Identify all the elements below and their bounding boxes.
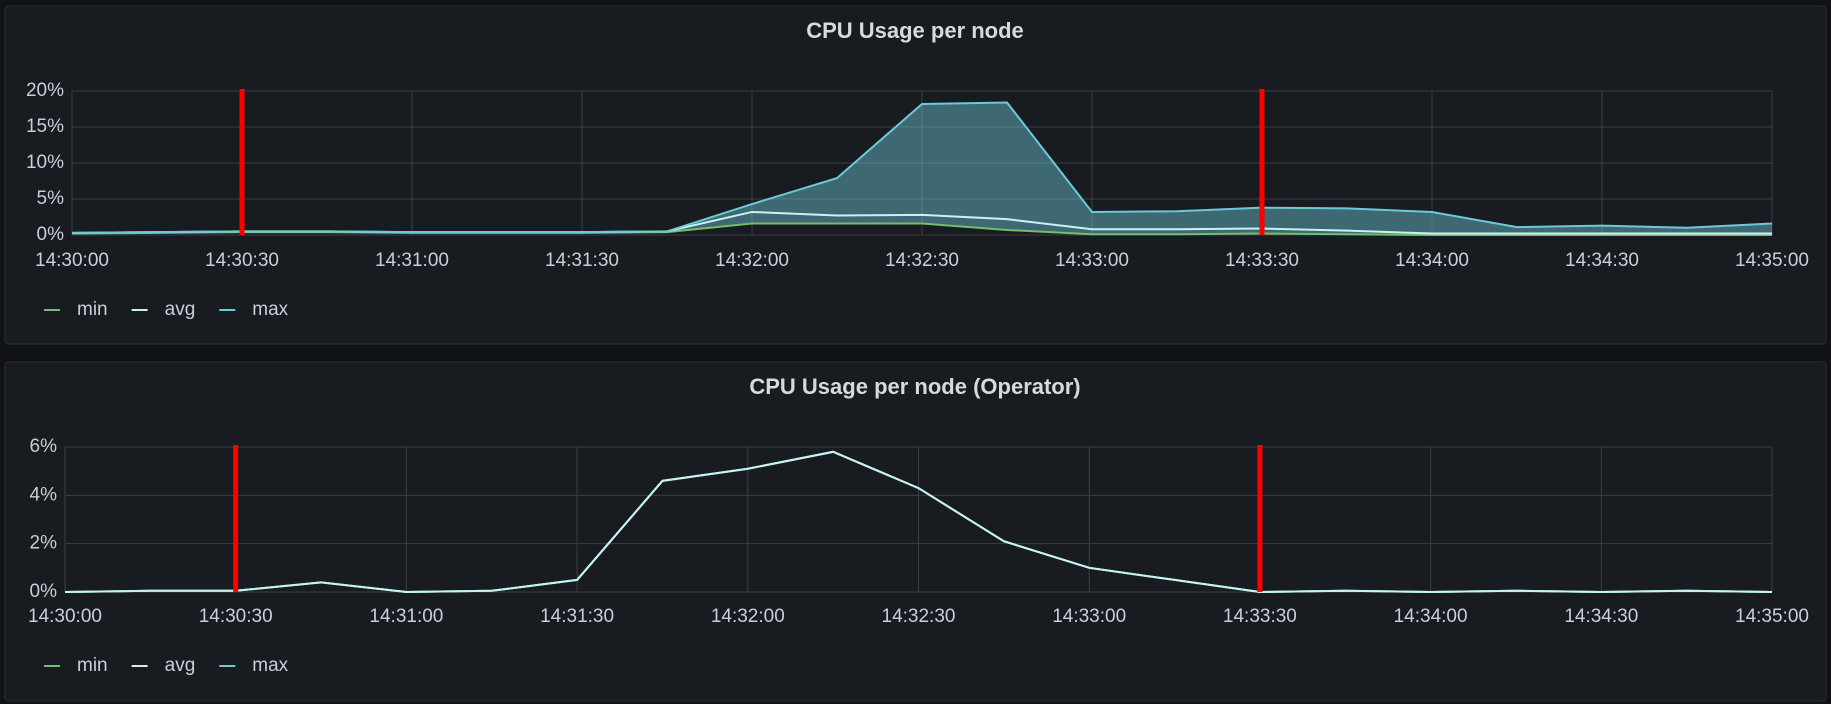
y-tick-label: 15%	[26, 116, 64, 137]
x-tick-label: 14:32:30	[885, 250, 959, 271]
x-tick-label: 14:34:30	[1565, 250, 1639, 271]
panel-title: CPU Usage per node	[806, 18, 1024, 43]
series-line	[71, 101, 1773, 234]
y-tick-label: 6%	[30, 436, 58, 457]
y-tick-label: 2%	[30, 533, 58, 554]
y-tick-label: 10%	[26, 152, 64, 173]
x-tick-label: 14:31:30	[545, 250, 619, 271]
x-tick-label: 14:30:00	[28, 606, 102, 627]
y-tick-label: 4%	[30, 484, 58, 505]
band-fill	[72, 102, 1772, 236]
legend-label: min	[77, 655, 108, 676]
x-tick-label: 14:30:30	[199, 606, 273, 627]
series-line	[64, 450, 1773, 594]
panel-title: CPU Usage per node (Operator)	[749, 374, 1080, 399]
x-tick-label: 14:33:00	[1055, 250, 1129, 271]
y-tick-label: 0%	[37, 224, 65, 245]
legend-label: min	[77, 299, 108, 320]
legend-label: max	[252, 655, 288, 676]
x-tick-label: 14:34:00	[1394, 606, 1468, 627]
x-tick-label: 14:33:30	[1223, 606, 1297, 627]
x-tick-label: 14:32:00	[715, 250, 789, 271]
x-tick-label: 14:32:30	[882, 606, 956, 627]
x-tick-label: 14:31:00	[375, 250, 449, 271]
legend-label: max	[252, 299, 288, 320]
x-tick-label: 14:31:00	[369, 606, 443, 627]
x-tick-label: 14:34:30	[1564, 606, 1638, 627]
x-tick-label: 14:30:30	[205, 250, 279, 271]
x-tick-label: 14:33:00	[1052, 606, 1126, 627]
y-tick-label: 20%	[26, 80, 64, 101]
y-tick-label: 0%	[30, 581, 58, 602]
legend-label: avg	[165, 299, 196, 320]
x-tick-label: 14:35:00	[1735, 606, 1809, 627]
x-tick-label: 14:31:30	[540, 606, 614, 627]
x-tick-label: 14:33:30	[1225, 250, 1299, 271]
x-tick-label: 14:30:00	[35, 250, 109, 271]
panel	[4, 361, 1827, 702]
x-tick-label: 14:34:00	[1395, 250, 1469, 271]
x-tick-label: 14:32:00	[711, 606, 785, 627]
x-tick-label: 14:35:00	[1735, 250, 1809, 271]
legend-label: avg	[165, 655, 196, 676]
y-tick-label: 5%	[37, 188, 65, 209]
